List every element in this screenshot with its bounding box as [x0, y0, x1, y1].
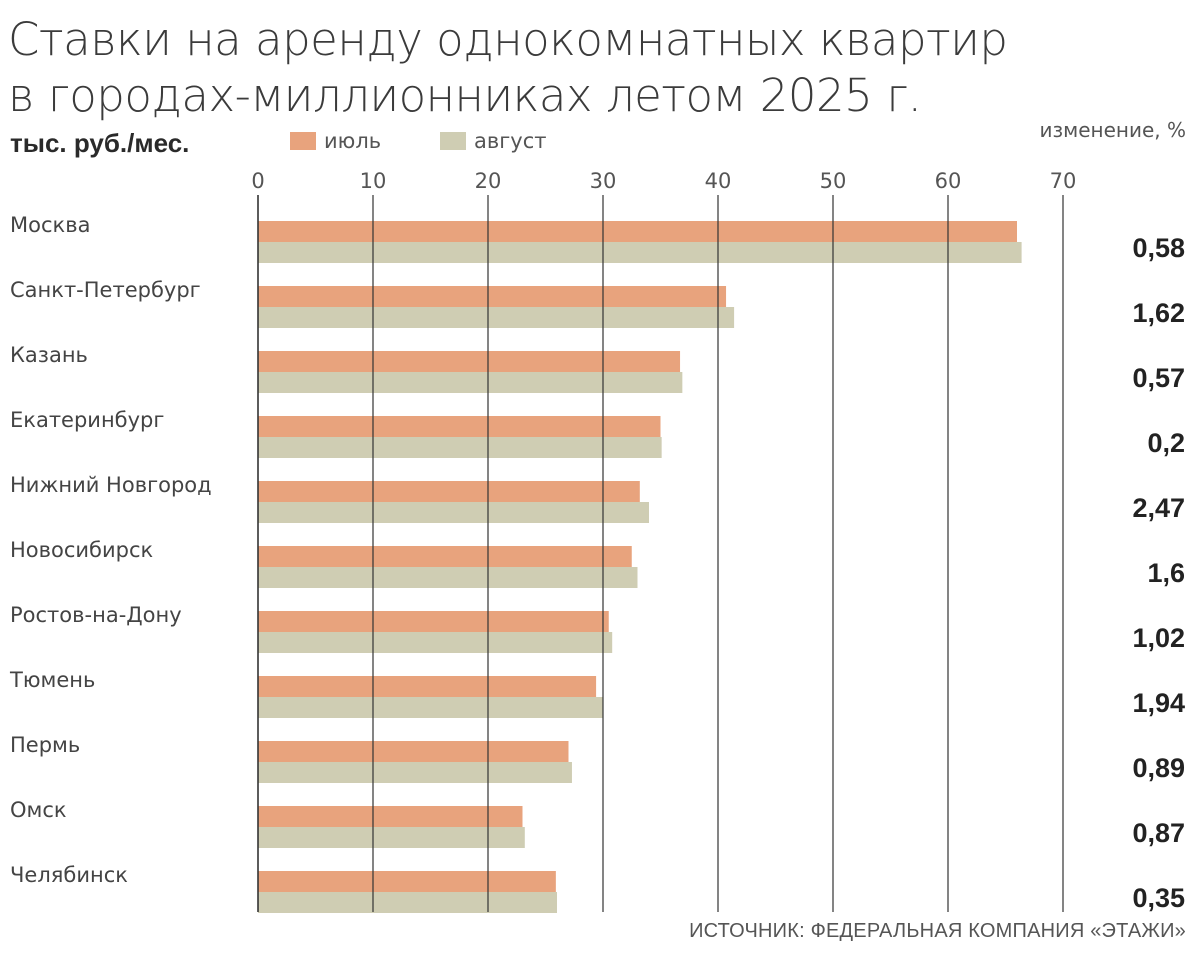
chart-title: Ставки на аренду однокомнатных квартир в…: [8, 12, 1008, 124]
change-value: 0,57: [1132, 363, 1185, 393]
bar-july-0: [258, 221, 1017, 242]
bar-july-7: [258, 676, 597, 697]
bar-august-2: [258, 372, 683, 393]
change-value: 2,47: [1132, 493, 1185, 523]
tick-label: 40: [705, 169, 732, 193]
change-value: 0,58: [1132, 233, 1185, 263]
bar-july-3: [258, 416, 661, 437]
tick-label: 30: [590, 169, 617, 193]
legend-item-august: август: [440, 129, 547, 153]
category-label: Нижний Новгород: [10, 473, 212, 497]
bar-august-8: [258, 762, 572, 783]
bar-july-1: [258, 286, 727, 307]
legend-swatch-july: [290, 132, 316, 150]
bar-august-1: [258, 307, 735, 328]
bar-july-6: [258, 611, 609, 632]
bar-july-8: [258, 741, 569, 762]
bar-august-0: [258, 242, 1022, 263]
bar-july-10: [258, 871, 556, 892]
category-label: Новосибирск: [10, 538, 153, 562]
bar-august-10: [258, 892, 557, 913]
category-label: Тюмень: [9, 668, 95, 692]
bar-august-4: [258, 502, 649, 523]
category-label: Ростов-на-Дону: [10, 603, 182, 627]
legend-swatch-august: [440, 132, 466, 150]
category-label: Казань: [10, 343, 88, 367]
legend-item-july: июль: [290, 129, 382, 153]
change-value: 0,2: [1147, 428, 1185, 458]
title-line-2: в городах-миллионниках летом 2025 г.: [8, 69, 922, 122]
tick-label: 70: [1050, 169, 1077, 193]
tick-label: 20: [475, 169, 502, 193]
category-label: Челябинск: [10, 863, 128, 887]
title-line-1: Ставки на аренду однокомнатных квартир: [8, 13, 1008, 66]
unit-label: тыс. руб./мес.: [10, 128, 190, 158]
tick-label: 60: [935, 169, 962, 193]
change-value: 1,6: [1147, 558, 1185, 588]
bar-july-4: [258, 481, 640, 502]
change-value: 1,62: [1132, 298, 1185, 328]
bar-august-7: [258, 697, 603, 718]
category-label: Омск: [10, 798, 67, 822]
change-value: 0,87: [1132, 818, 1185, 848]
change-header: изменение, %: [1039, 118, 1186, 142]
change-value: 1,94: [1132, 688, 1185, 718]
bar-august-9: [258, 827, 525, 848]
bar-august-5: [258, 567, 638, 588]
category-label: Москва: [10, 213, 90, 237]
category-label: Пермь: [10, 733, 80, 757]
category-label: Санкт-Петербург: [10, 278, 201, 302]
change-value: 1,02: [1132, 623, 1185, 653]
tick-label: 10: [360, 169, 387, 193]
source-note: ИСТОЧНИК: ФЕДЕРАЛЬНАЯ КОМПАНИЯ «ЭТАЖИ»: [689, 920, 1186, 942]
bar-july-2: [258, 351, 681, 372]
bar-august-6: [258, 632, 613, 653]
bar-july-9: [258, 806, 523, 827]
bar-august-3: [258, 437, 662, 458]
change-value: 0,35: [1132, 883, 1185, 913]
legend-label-july: июль: [324, 129, 382, 153]
change-value: 0,89: [1132, 753, 1185, 783]
bar-july-5: [258, 546, 632, 567]
category-label: Екатеринбург: [10, 408, 164, 432]
tick-label: 50: [820, 169, 847, 193]
tick-label: 0: [251, 169, 264, 193]
legend-label-august: август: [474, 129, 547, 153]
